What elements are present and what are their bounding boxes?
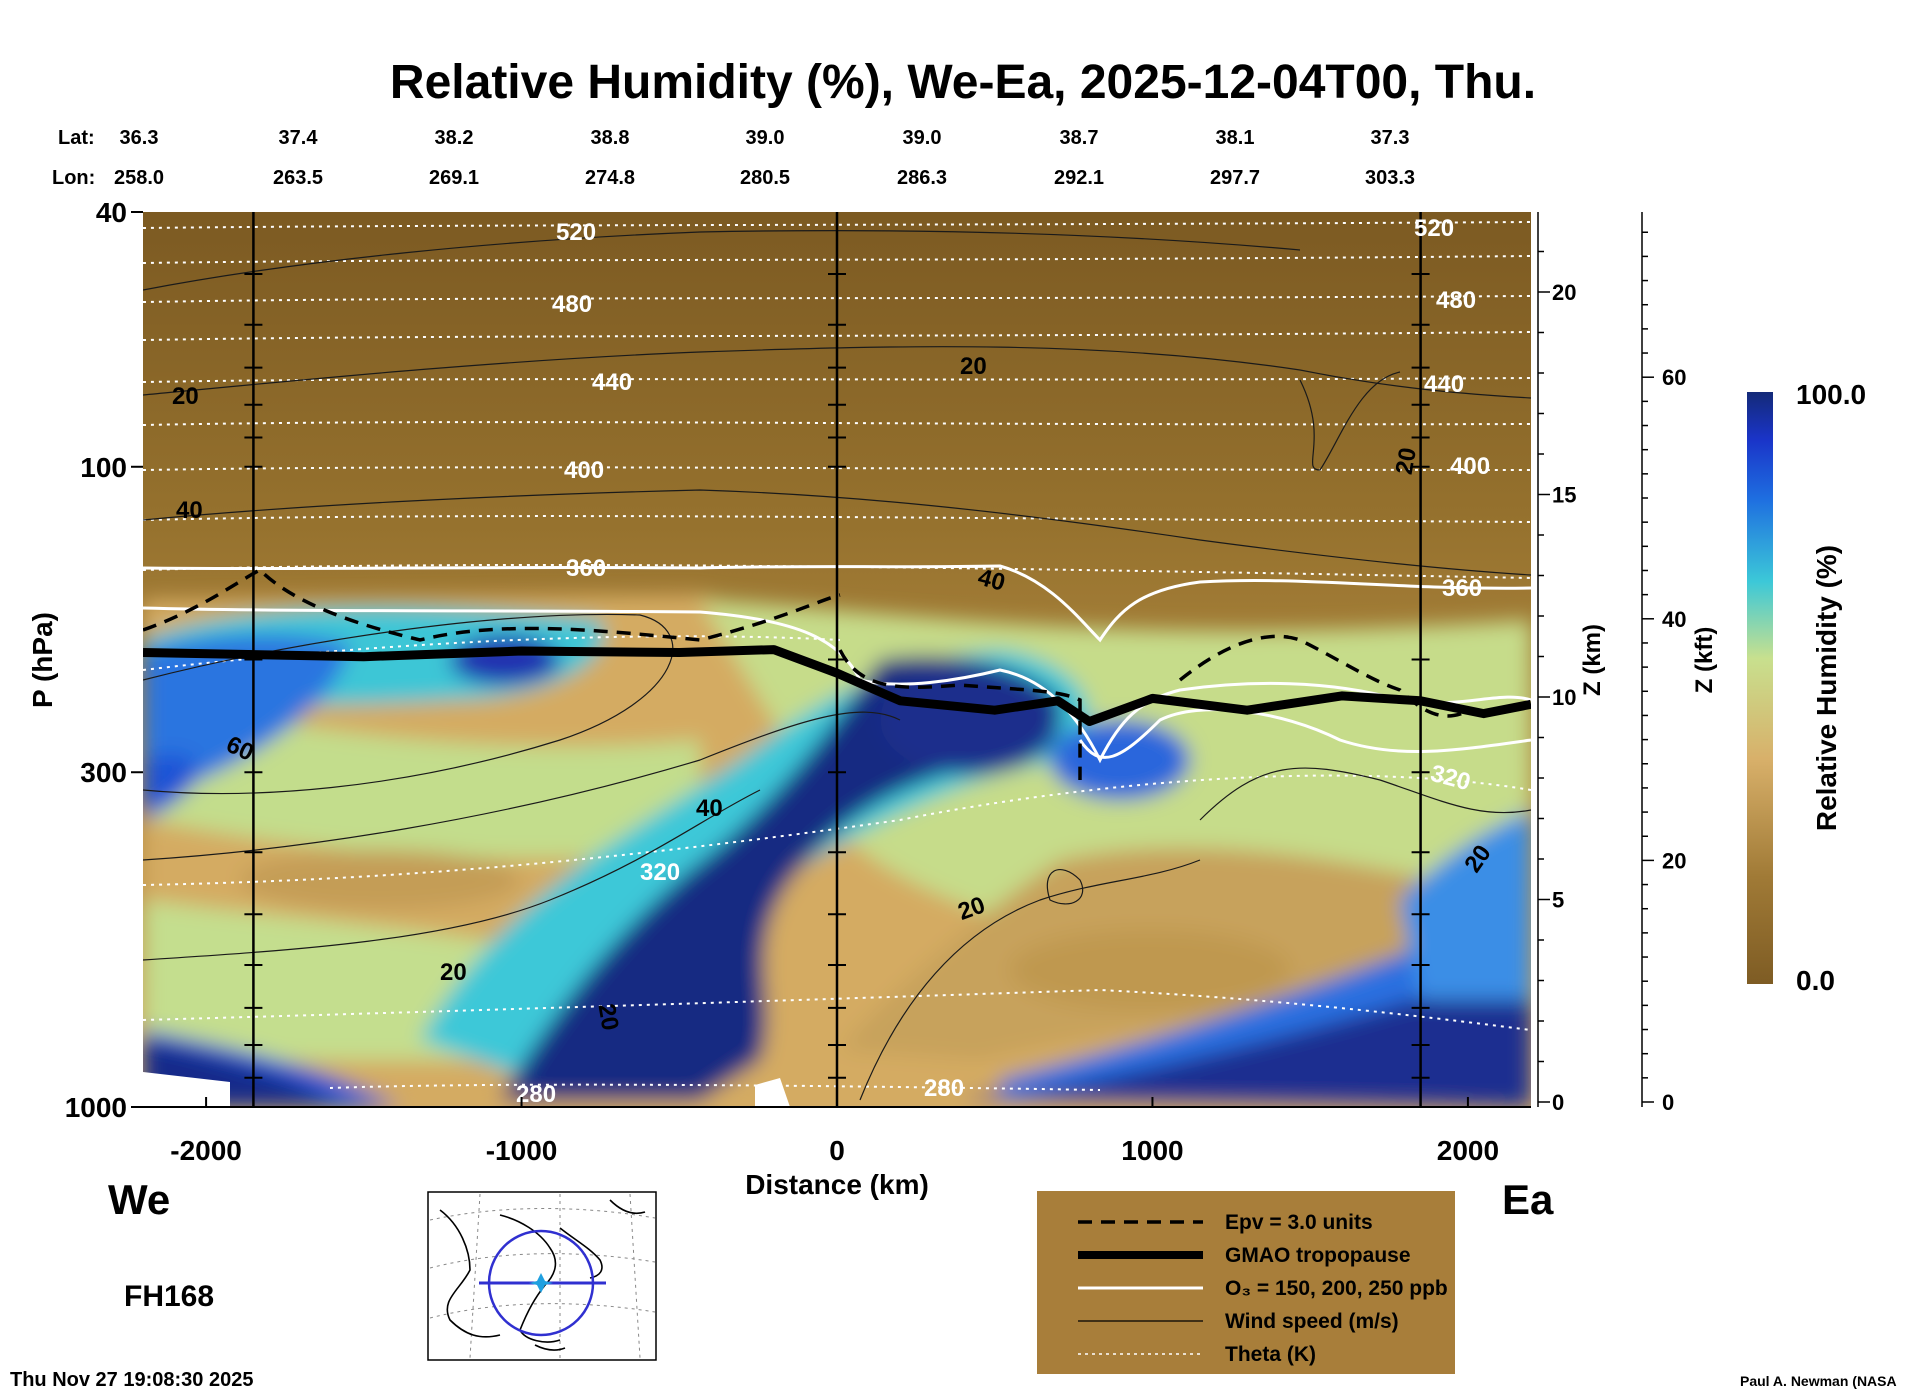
lon-value: 280.5 xyxy=(740,167,790,189)
z-kft-tick-label: 0 xyxy=(1662,1090,1674,1115)
missing-data xyxy=(143,1072,230,1107)
theta-label-440: 440 xyxy=(592,369,632,396)
lon-value: 303.3 xyxy=(1365,167,1415,189)
z-km-tick-label: 0 xyxy=(1552,1090,1564,1115)
x-tick-label: 1000 xyxy=(1121,1135,1183,1166)
inset-center-icon xyxy=(529,1273,553,1293)
tropopause-line xyxy=(143,645,1531,726)
legend-wind-label: Wind speed (m/s) xyxy=(1225,1310,1399,1333)
chart-title: Relative Humidity (%), We-Ea, 2025-12-04… xyxy=(390,56,1536,109)
y-tick-label: 300 xyxy=(80,757,127,788)
wind-label-20: 20 xyxy=(960,353,987,380)
lat-value: 39.0 xyxy=(903,127,942,149)
pressure-axis: 40 100 300 1000 xyxy=(65,197,143,1123)
z-km-tick-label: 15 xyxy=(1552,483,1576,508)
legend-tropopause-label: GMAO tropopause xyxy=(1225,1244,1411,1267)
forecast-hour: FH168 xyxy=(124,1280,214,1313)
lon-value: 274.8 xyxy=(585,167,635,189)
y-tick-label: 100 xyxy=(80,452,127,483)
lon-value: 258.0 xyxy=(114,167,164,189)
lon-value: 297.7 xyxy=(1210,167,1260,189)
timestamp: Thu Nov 27 19:08:30 2025 xyxy=(10,1369,253,1391)
west-label: We xyxy=(108,1176,170,1223)
credit: Paul A. Newman (NASA xyxy=(1740,1373,1897,1389)
x-axis-title: Distance (km) xyxy=(745,1169,929,1200)
lat-value: 37.3 xyxy=(1371,127,1410,149)
lon-value: 263.5 xyxy=(273,167,323,189)
y-axis-title: P (hPa) xyxy=(27,612,58,708)
theta-label-280: 280 xyxy=(924,1075,964,1102)
wind-speed-contours xyxy=(143,229,1531,1101)
lat-value: 38.1 xyxy=(1216,127,1255,149)
lat-label: Lat: xyxy=(58,127,95,149)
theta-label-400: 400 xyxy=(564,457,604,484)
distance-axis: -2000 -1000 0 1000 2000 xyxy=(170,1097,1499,1166)
lat-value: 37.4 xyxy=(279,127,319,149)
theta-label-400: 400 xyxy=(1450,453,1490,480)
lat-lon-header: Lat: Lon: 36.3 37.4 38.2 38.8 39.0 39.0 38.7 38… xyxy=(52,127,1415,189)
z-kft-axis: 0 20 40 60 xyxy=(1641,212,1686,1115)
z-kft-axis-title: Z (kft) xyxy=(1691,627,1718,694)
wind-label-20: 20 xyxy=(440,959,467,986)
theta-label-480: 480 xyxy=(1436,287,1476,314)
colorbar-gradient xyxy=(1747,392,1773,984)
theta-label-320: 320 xyxy=(640,859,680,886)
lon-value: 269.1 xyxy=(429,167,479,189)
legend-theta-label: Theta (K) xyxy=(1225,1343,1316,1366)
z-kft-tick-label: 60 xyxy=(1662,365,1686,390)
legend: Epv = 3.0 units GMAO tropopause O₃ = 150… xyxy=(1037,1191,1455,1374)
z-km-axis-title: Z (km) xyxy=(1579,624,1606,696)
wind-label-20: 20 xyxy=(1391,446,1422,477)
z-kft-tick-label: 40 xyxy=(1662,607,1686,632)
ozone-contours xyxy=(143,564,1531,764)
x-tick-label: -1000 xyxy=(486,1135,558,1166)
theta-labels: 520 480 440 400 360 320 280 280 520 480 … xyxy=(516,215,1490,1108)
z-km-axis: 0 5 10 15 20 xyxy=(1537,212,1576,1115)
theta-label-360: 360 xyxy=(1442,575,1482,602)
colorbar-min-label: 0.0 xyxy=(1796,965,1835,996)
theta-label-480: 480 xyxy=(552,291,592,318)
x-tick-label: 2000 xyxy=(1437,1135,1499,1166)
lat-value: 38.8 xyxy=(591,127,630,149)
y-tick-label: 40 xyxy=(96,197,127,228)
colorbar-max-label: 100.0 xyxy=(1796,379,1866,410)
theta-label-360: 360 xyxy=(566,555,606,582)
z-km-tick-label: 20 xyxy=(1552,280,1576,305)
z-km-tick-label: 5 xyxy=(1552,888,1564,913)
x-tick-label: -2000 xyxy=(170,1135,242,1166)
wind-label-40: 40 xyxy=(696,795,723,822)
wind-label-40: 40 xyxy=(176,497,203,524)
wind-label-20: 20 xyxy=(592,1002,623,1033)
lat-value: 38.2 xyxy=(435,127,474,149)
legend-epv-label: Epv = 3.0 units xyxy=(1225,1211,1373,1234)
lat-value: 38.7 xyxy=(1060,127,1099,149)
lat-value: 36.3 xyxy=(120,127,159,149)
z-km-tick-label: 10 xyxy=(1552,685,1576,710)
z-kft-tick-label: 20 xyxy=(1662,848,1686,873)
lon-value: 286.3 xyxy=(897,167,947,189)
lon-value: 292.1 xyxy=(1054,167,1104,189)
y-tick-label: 1000 xyxy=(65,1092,127,1123)
x-tick-label: 0 xyxy=(829,1135,845,1166)
theta-label-280: 280 xyxy=(516,1081,556,1108)
vertical-markers xyxy=(244,212,1430,1108)
theta-label-520: 520 xyxy=(556,219,596,246)
legend-ozone-label: O₃ = 150, 200, 250 ppb xyxy=(1225,1277,1448,1300)
wind-label-20: 20 xyxy=(172,383,199,410)
east-label: Ea xyxy=(1502,1176,1554,1223)
theta-contours xyxy=(143,221,1531,1091)
epv-contour xyxy=(143,567,1471,780)
colorbar: 100.0 0.0 Relative Humidity (%) xyxy=(1747,379,1866,996)
lon-label: Lon: xyxy=(52,167,95,189)
theta-label-520: 520 xyxy=(1414,215,1454,242)
theta-label-440: 440 xyxy=(1424,371,1464,398)
inset-map xyxy=(427,1191,657,1361)
colorbar-title: Relative Humidity (%) xyxy=(1811,545,1842,831)
lat-value: 39.0 xyxy=(746,127,785,149)
